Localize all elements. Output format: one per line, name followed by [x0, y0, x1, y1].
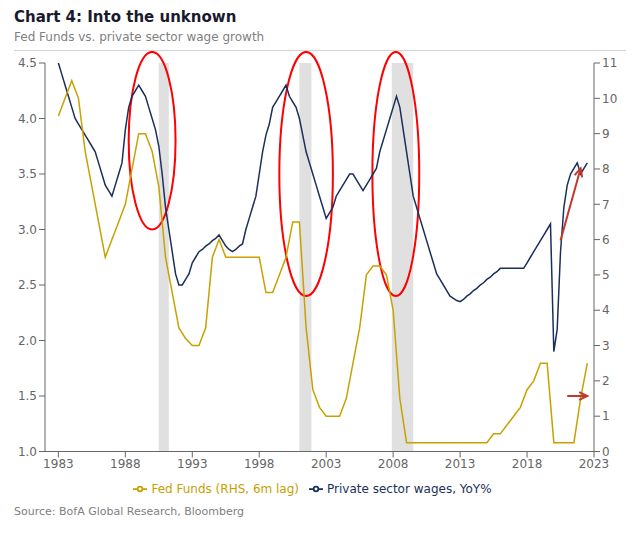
svg-text:1.5: 1.5 [18, 389, 37, 403]
svg-text:0: 0 [602, 445, 610, 459]
svg-text:11: 11 [602, 56, 617, 70]
svg-text:1.0: 1.0 [18, 445, 37, 459]
svg-text:1988: 1988 [110, 457, 141, 471]
svg-text:2018: 2018 [512, 457, 543, 471]
svg-text:2.5: 2.5 [18, 278, 37, 292]
svg-text:9: 9 [602, 127, 610, 141]
html-text:Chart 4: Into the unknown: Chart 4: Into the unknown [14, 8, 237, 26]
svg-text:8: 8 [602, 162, 610, 176]
svg-text:4: 4 [602, 303, 610, 317]
svg-text:10: 10 [602, 92, 617, 106]
svg-text:1993: 1993 [177, 457, 208, 471]
svg-text:2008: 2008 [378, 457, 409, 471]
svg-text:4.0: 4.0 [18, 112, 37, 126]
html-text:Source: BofA Global Research,: Source: BofA Global Research, Bloomberg [14, 505, 244, 518]
svg-text:4.5: 4.5 [18, 56, 37, 70]
html-text:Private sector wages, YoY%: Private sector wages, YoY% [327, 481, 492, 496]
svg-text:1998: 1998 [244, 457, 275, 471]
html-text:Fed Funds (RHS, 6m lag): Fed Funds (RHS, 6m lag) [151, 481, 299, 496]
svg-text:3.5: 3.5 [18, 167, 37, 181]
svg-text:2013: 2013 [445, 457, 476, 471]
svg-text:2: 2 [602, 374, 610, 388]
svg-text:1983: 1983 [43, 457, 74, 471]
svg-text:2023: 2023 [579, 457, 610, 471]
svg-text:2003: 2003 [311, 457, 342, 471]
svg-text:6: 6 [602, 233, 610, 247]
svg-text:3: 3 [602, 339, 610, 353]
html-text:Fed Funds vs. private sector w: Fed Funds vs. private sector wage growth [14, 30, 265, 44]
svg-text:1: 1 [602, 409, 610, 423]
svg-text:7: 7 [602, 198, 610, 212]
svg-text:3.0: 3.0 [18, 223, 37, 237]
svg-text:5: 5 [602, 268, 610, 282]
svg-text:2.0: 2.0 [18, 334, 37, 348]
